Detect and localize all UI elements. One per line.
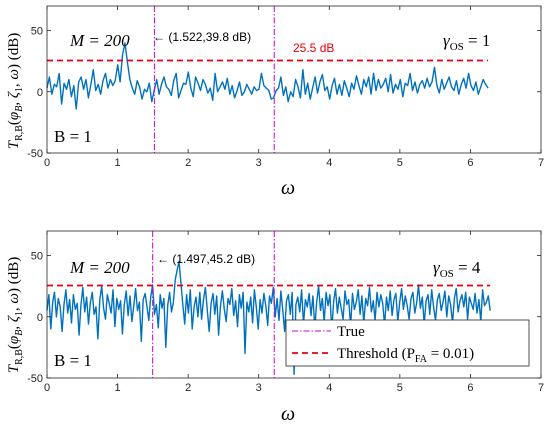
top-b-label: B = 1 bbox=[54, 127, 92, 146]
bottom-x-axis-label: ω bbox=[281, 403, 295, 425]
top-y-tick-label: 0 bbox=[37, 87, 43, 99]
bottom-x-tick-label: 4 bbox=[326, 382, 332, 394]
top-x-tick-label: 2 bbox=[185, 157, 191, 169]
top-x-tick-label: 1 bbox=[115, 157, 121, 169]
top-x-tick-label: 3 bbox=[256, 157, 262, 169]
bottom-x-tick-label: 1 bbox=[115, 382, 121, 394]
top-series-line bbox=[46, 42, 489, 110]
bottom-y-tick-label: -50 bbox=[27, 373, 43, 385]
top-x-axis-label: ω bbox=[281, 177, 295, 199]
legend-box bbox=[285, 319, 530, 367]
top-x-tick-label: 4 bbox=[326, 157, 332, 169]
bottom-b-label: B = 1 bbox=[54, 351, 92, 370]
bottom-m-label: M = 200 bbox=[69, 258, 130, 277]
bottom-x-tick-label: 3 bbox=[256, 382, 262, 394]
bottom-x-tick-label: 2 bbox=[185, 382, 191, 394]
top-x-tick-label: 6 bbox=[467, 157, 473, 169]
legend-true-label: True bbox=[337, 324, 365, 340]
bottom-x-tick-label: 5 bbox=[397, 382, 403, 394]
top-gamma-label: γOS = 1 bbox=[443, 31, 490, 53]
bottom-x-tick-label: 0 bbox=[44, 382, 50, 394]
bottom-x-tick-label: 6 bbox=[467, 382, 473, 394]
bottom-axes-box bbox=[46, 230, 542, 379]
top-m-label: M = 200 bbox=[69, 31, 130, 50]
bottom-y-tick-label: 50 bbox=[31, 251, 43, 263]
top-threshold-annotation: 25.5 dB bbox=[293, 41, 334, 55]
bottom-peak-annotation: ← (1.497,45.2 dB) bbox=[157, 252, 255, 266]
top-y-axis-label: TR,B(φB, ζ1, ω) (dB) bbox=[6, 33, 25, 150]
legend: True Threshold (PFA = 0.01) bbox=[285, 319, 530, 367]
bottom-x-tick-label: 7 bbox=[538, 382, 544, 394]
top-peak-annotation: ← (1.522,39.8 dB) bbox=[153, 30, 251, 44]
bottom-y-axis-label: TR,B(φB, ζ1, ω) (dB) bbox=[6, 257, 25, 374]
bottom-y-tick-label: 0 bbox=[37, 312, 43, 324]
top-x-tick-label: 0 bbox=[44, 157, 50, 169]
top-y-tick-label: -50 bbox=[27, 148, 43, 160]
top-x-tick-label: 5 bbox=[397, 157, 403, 169]
legend-threshold-label: Threshold (PFA = 0.01) bbox=[337, 346, 474, 365]
bottom-series-line bbox=[46, 260, 491, 375]
top-axes-box bbox=[46, 5, 542, 154]
top-y-tick-label: 50 bbox=[31, 26, 43, 38]
bottom-gamma-label: γOS = 4 bbox=[433, 258, 481, 280]
top-x-tick-label: 7 bbox=[538, 157, 544, 169]
